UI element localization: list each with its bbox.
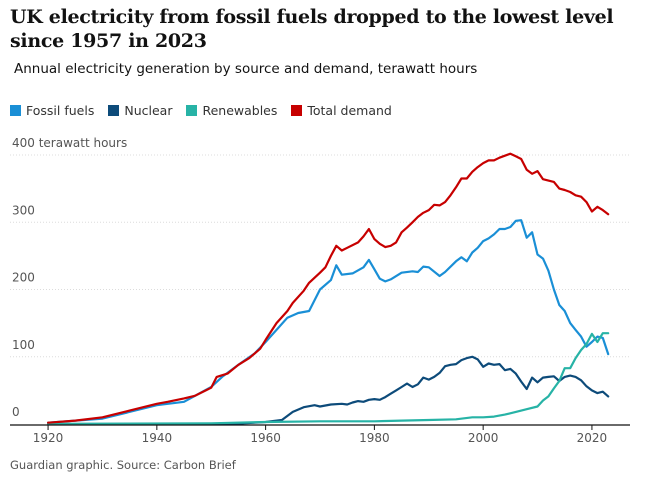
legend-swatch-total-demand xyxy=(291,105,303,116)
legend-label-fossil-fuels: Fossil fuels xyxy=(26,103,95,118)
y-tick-label-200: 200 xyxy=(12,271,35,285)
x-tick-label-2000: 2000 xyxy=(468,431,499,445)
series-line-total-demand xyxy=(47,152,610,424)
legend-label-total-demand: Total demand xyxy=(307,103,392,118)
chart-title: UK electricity from fossil fuels dropped… xyxy=(10,6,614,52)
y-tick-label-100: 100 xyxy=(12,338,35,352)
legend-swatch-fossil-fuels xyxy=(10,105,21,116)
legend-swatch-nuclear xyxy=(108,105,120,116)
x-tick-label-1920: 1920 xyxy=(33,431,64,445)
legend-item-nuclear: Nuclear xyxy=(108,103,172,118)
source-note: Guardian graphic. Source: Carbon Brief xyxy=(10,458,236,472)
legend-item-fossil-fuels: Fossil fuels xyxy=(10,103,94,118)
legend-item-renewables: Renewables xyxy=(186,103,277,118)
series-line-renewables xyxy=(47,332,610,426)
legend-swatch-renewables xyxy=(186,105,198,116)
series-line-fossil-fuels xyxy=(47,219,610,424)
x-tick-label-1960: 1960 xyxy=(250,431,281,445)
legend-item-total-demand: Total demand xyxy=(291,103,392,118)
x-tick-label-1940: 1940 xyxy=(142,431,173,445)
legend: Fossil fuels Nuclear Renewables Total de… xyxy=(10,103,392,118)
y-tick-label-400: 400 terawatt hours xyxy=(12,136,127,150)
legend-label-nuclear: Nuclear xyxy=(124,103,173,118)
chart-subtitle: Annual electricity generation by source … xyxy=(14,61,478,77)
y-tick-label-0: 0 xyxy=(12,405,20,419)
x-tick-label-2020: 2020 xyxy=(577,431,608,445)
series-line-nuclear xyxy=(47,355,610,426)
y-tick-label-300: 300 xyxy=(12,203,35,217)
legend-label-renewables: Renewables xyxy=(202,103,278,118)
x-tick-label-1980: 1980 xyxy=(359,431,390,445)
